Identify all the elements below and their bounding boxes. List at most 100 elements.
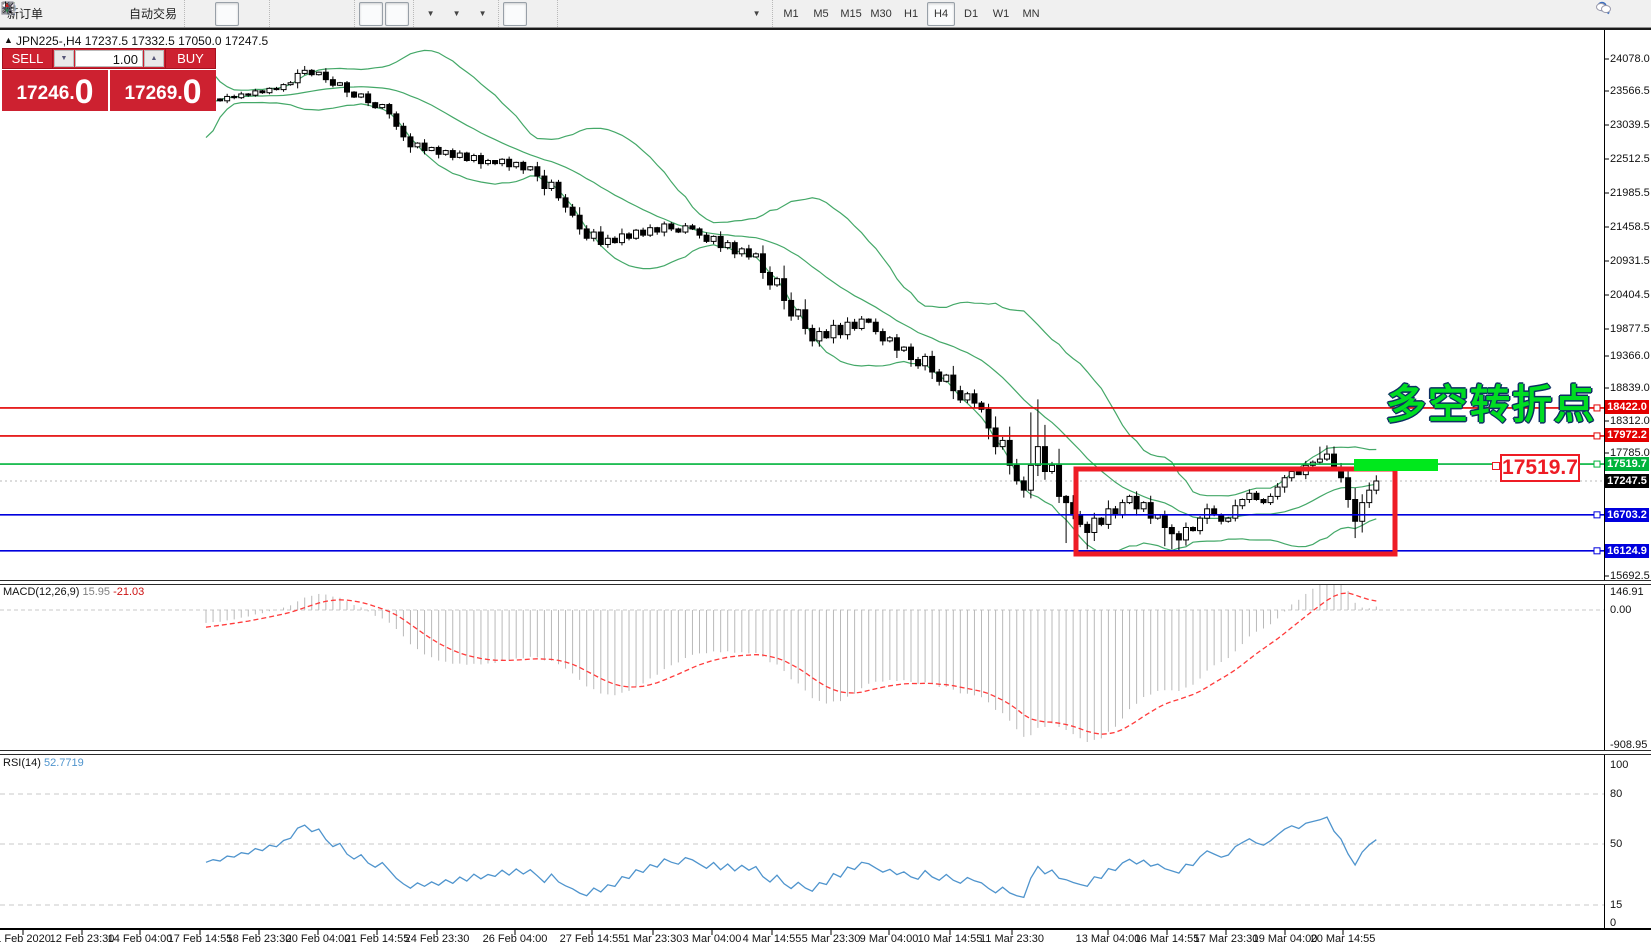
candle-body (421, 142, 428, 152)
gold-badge-icon[interactable] (2, 1, 72, 26)
indicator-axis-label: 0 (1610, 917, 1617, 929)
autotrading-button[interactable]: 自动交易 (1, 2, 180, 26)
indicator-axis-label: 100 (1610, 759, 1629, 771)
timeframe-m30[interactable]: M30 (870, 7, 892, 20)
timeframe-w1[interactable]: W1 (992, 7, 1010, 20)
timeframe-m5[interactable]: M5 (813, 7, 829, 20)
toolbar-group: E F A T ▼ (1, 0, 772, 27)
candle-body (1197, 517, 1204, 532)
horizontal-line-button[interactable] (2, 2, 612, 26)
candle-body (449, 150, 456, 158)
candle-body (358, 93, 365, 98)
buy-price-main: 17269 (124, 83, 178, 104)
dropdown-caret-icon[interactable]: ▼ (478, 9, 487, 18)
text-button[interactable]: A (5, 2, 716, 26)
candle-body (1175, 533, 1182, 541)
candlestick-chart-button[interactable] (3, 1, 240, 26)
buy-price[interactable]: 17269. 0 (110, 70, 216, 111)
price-axis-label: 23566.5 (1610, 85, 1650, 97)
chart-window: ▲ JPN225-,H4 17237.5 17332.5 17050.0 172… (0, 28, 1651, 947)
dropdown-caret-icon[interactable]: ▼ (752, 9, 761, 18)
candle-body (294, 72, 301, 84)
candle-body (428, 146, 435, 152)
volume-increase-button[interactable]: ▲ (144, 50, 164, 67)
pane-separator[interactable] (0, 580, 1651, 585)
tile-windows-button[interactable] (2, 2, 350, 26)
timeframe-mn[interactable]: MN (1022, 7, 1040, 20)
price-line-badge: 16703.2 (1605, 508, 1649, 522)
candle-body (1084, 523, 1091, 533)
candle-body (626, 233, 632, 239)
price-line-badge: 17972.2 (1605, 428, 1649, 442)
volume-decrease-button[interactable]: ▼ (54, 50, 74, 67)
templates-button[interactable]: ▼ (1, 2, 494, 26)
arrows-button[interactable]: ▼ (5, 2, 768, 26)
line-endpoint-marker (1593, 460, 1601, 468)
sell-price[interactable]: 17246. 0 (2, 70, 110, 111)
zoom-in-button[interactable] (2, 1, 298, 26)
candle-body (647, 227, 654, 236)
candle-body (738, 248, 745, 255)
text-label-button[interactable]: T (2, 2, 742, 26)
timeframe-h1[interactable]: H1 (904, 7, 919, 20)
timeframe-m15[interactable]: M15 (840, 7, 862, 20)
timeframe-d1[interactable]: D1 (964, 7, 979, 20)
cursor-button[interactable] (5, 1, 528, 26)
line-chart-button[interactable] (1, 2, 265, 26)
periods-button[interactable]: ▼ (1, 1, 468, 26)
equidistant-channel-button[interactable]: E (1, 2, 664, 26)
dropdown-caret-icon[interactable]: ▼ (426, 9, 435, 18)
new-order-button[interactable]: 新订单 (7, 7, 44, 21)
candle-body (407, 136, 414, 148)
candle-body (245, 93, 252, 96)
candle-body (1063, 495, 1070, 504)
candle-body (802, 309, 809, 329)
auto-scroll-button[interactable] (1, 1, 384, 26)
trendline-button[interactable] (2, 2, 638, 26)
dropdown-caret-icon[interactable]: ▼ (452, 9, 461, 18)
pane-separator[interactable] (0, 750, 1651, 755)
candle-body (224, 95, 231, 102)
indicator-axis-label: 80 (1610, 788, 1623, 800)
fibonacci-button[interactable]: F (2, 2, 690, 26)
timeframe-m1[interactable]: M1 (783, 7, 799, 20)
candle-body (1168, 526, 1175, 535)
price-axis-label: 18839.0 (1610, 382, 1650, 394)
signal-icon[interactable] (6, 2, 124, 26)
buy-button[interactable]: BUY (165, 48, 216, 69)
candle-body (1056, 464, 1063, 497)
zoom-out-button[interactable] (2, 1, 324, 26)
chat-icon[interactable] (1596, 2, 1646, 26)
candle-body (618, 233, 625, 244)
sell-button[interactable]: SELL (2, 48, 53, 69)
timeframe-h4[interactable]: H4 (927, 1, 956, 26)
candle-body (1352, 499, 1359, 522)
bollinger-upper (205, 49, 1377, 497)
chart-shift-button[interactable] (1, 1, 410, 26)
time-axis-label: 14 Feb 04:00 (107, 933, 173, 945)
price-axis-label: 19366.0 (1610, 350, 1650, 362)
candle-body (1274, 486, 1281, 497)
crosshair-button[interactable] (2, 2, 553, 26)
consolidation-box[interactable] (1073, 466, 1398, 557)
candle-body (1147, 502, 1154, 519)
candle-body (597, 231, 604, 245)
candle-body (879, 331, 886, 342)
candle-body (400, 125, 407, 138)
panel-collapse-arrow[interactable]: ▲ (4, 35, 13, 45)
indicators-button[interactable]: ▼ (2, 1, 442, 26)
macd-main-value: 15.95 (82, 586, 111, 598)
vertical-line-button[interactable] (7, 2, 586, 26)
candle-body (964, 393, 971, 401)
green-highlight[interactable] (1354, 459, 1438, 471)
volume-input[interactable]: 1.00 (75, 50, 143, 67)
candle-body (301, 69, 308, 74)
candle-body (1260, 499, 1267, 504)
price-callout-label[interactable]: 17519.7 (1500, 454, 1580, 482)
market-watch-icon[interactable] (2, 2, 98, 26)
candle-body (442, 150, 449, 155)
candle-body (1119, 502, 1126, 516)
candle-body (1246, 492, 1253, 501)
bar-chart-button[interactable] (2, 2, 213, 26)
candle-body (795, 309, 802, 317)
